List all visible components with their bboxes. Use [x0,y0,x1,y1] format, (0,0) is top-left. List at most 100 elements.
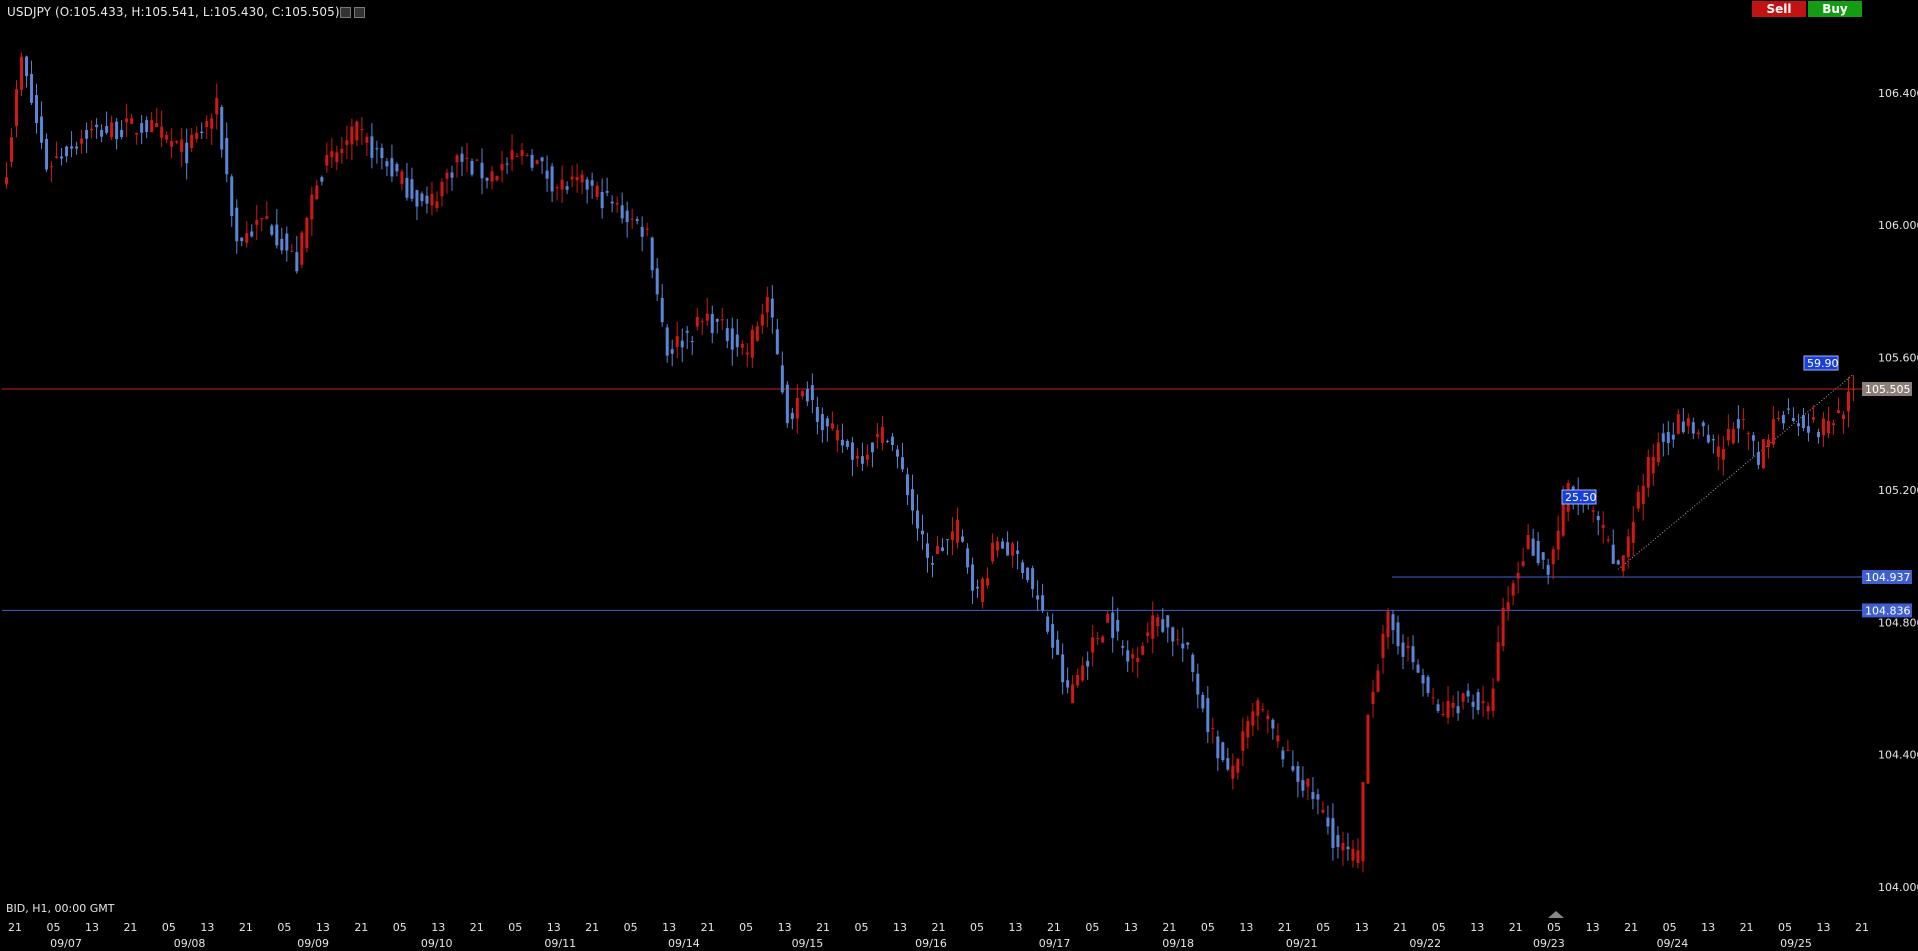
candle-body [330,151,334,158]
candle-body [1046,616,1050,632]
candle-body [30,73,34,103]
candle-body [946,539,950,541]
candle-body [1826,420,1830,434]
x-hour-label: 13 [1008,921,1022,934]
candle-body [1531,538,1535,556]
x-hour-label: 21 [816,921,830,934]
price-tags: 105.505 104.937 104.836 25.50 59.90 [1561,355,1912,618]
candle-body [45,138,49,170]
x-hour-label: 21 [1393,921,1407,934]
candle-body [1216,736,1220,759]
candle-body [800,391,804,397]
candle-body [1006,542,1010,556]
candle-body [1131,654,1135,659]
candle-body [365,136,369,143]
x-date-label: 09/10 [421,937,453,950]
x-date-label: 09/16 [915,937,947,950]
chart-info-label: BID, H1, 00:00 GMT [6,902,115,915]
candle-body [1101,636,1105,643]
x-hour-label: 05 [1316,921,1330,934]
candle-body [515,155,519,157]
annotation-label: 25.50 [1565,491,1597,504]
candle-body [205,120,209,128]
candle-body [1766,439,1770,448]
candle-body [565,186,569,190]
y-tick-label: 104.400 [1878,749,1918,762]
x-hour-label: 13 [547,921,561,934]
candle-body [1281,750,1285,760]
candle-body [605,191,609,193]
candle-body [95,124,99,128]
sell-button[interactable]: Sell [1752,1,1806,17]
price-tag-box [1862,570,1912,585]
x-date-label: 09/09 [297,937,329,950]
candle-body [710,314,714,333]
candle-body [715,319,719,322]
x-date-label: 09/17 [1039,937,1071,950]
candle-body [355,121,359,141]
x-hour-label: 13 [1586,921,1600,934]
candle-body [560,179,564,190]
candle-body [961,536,965,542]
candle-body [1406,645,1410,649]
candle-body [1606,539,1610,541]
candle-body [1386,611,1390,638]
candle-body [1781,414,1785,424]
candle-body [150,120,154,133]
candle-body [1696,432,1700,435]
candle-body [250,231,254,237]
candle-body [1791,418,1795,421]
candle-body [1786,408,1790,410]
candle-body [485,177,489,181]
candle-body [1301,780,1305,791]
candle-body [635,219,639,221]
candle-body [1536,540,1540,563]
gear-icon[interactable] [354,7,365,18]
candle-body [680,340,684,348]
candle-body [1496,642,1500,681]
candle-body [425,195,429,204]
candle-body [1031,568,1035,590]
candle-body [480,162,484,179]
candle-body [1246,721,1250,738]
candle-body [465,157,469,159]
x-hour-label: 13 [1124,921,1138,934]
candle-body [1821,418,1825,436]
annotation-label: 59.90 [1807,357,1839,370]
candle-body [1646,457,1650,488]
candle-body [195,132,199,139]
candle-body [550,166,554,192]
candle-body [780,365,784,393]
candle-body [1746,433,1750,435]
candle-body [410,179,414,199]
candle-body [1486,706,1490,712]
x-hour-label: 13 [893,921,907,934]
candle-body [110,122,114,138]
candle-body [1081,665,1085,681]
candle-body [305,217,309,249]
candle-body [525,155,529,157]
candle-body [735,334,739,348]
candle-body [1361,782,1365,862]
candle-body [1636,491,1640,509]
candle-body [1816,432,1820,438]
candle-body [1356,850,1360,863]
candle-body [1056,639,1060,655]
candle-body [1276,735,1280,742]
candle-body [750,329,754,358]
settings-icon[interactable] [340,7,351,18]
candle-body [75,146,79,149]
candle-body [1631,521,1635,543]
axis-marker-icon [1548,911,1564,918]
candle-body [600,191,604,209]
buy-button[interactable]: Buy [1808,1,1862,17]
x-date-label: 09/07 [50,937,82,950]
x-hour-label: 21 [1162,921,1176,934]
candle-body [1071,684,1075,704]
candle-body [200,131,204,134]
candle-body [1651,456,1655,474]
candle-body [1011,543,1015,556]
candles [5,52,1855,873]
x-date-label: 09/08 [174,937,206,950]
